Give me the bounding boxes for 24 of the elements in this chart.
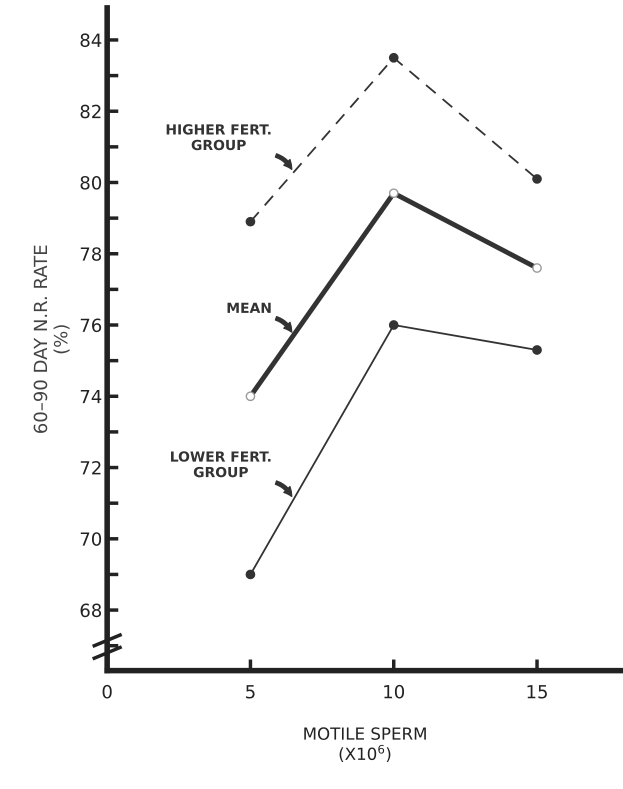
y-axis-title: 60–90 DAY N.R. RATE (%): [34, 245, 70, 433]
point: [246, 570, 256, 580]
point: [388, 52, 399, 63]
y-tick-label: 84: [80, 33, 102, 48]
y-tick-label: 80: [80, 176, 102, 190]
point: [388, 320, 399, 330]
y-tick-label: 72: [80, 461, 100, 474]
x-tick-label: 15: [528, 685, 547, 699]
x-tick-label: 5: [246, 685, 255, 699]
x-tick-label: 10: [384, 684, 404, 699]
text: LOWER FERT. GROUP: [171, 451, 271, 478]
text: MEAN: [228, 302, 271, 313]
x-tick-label: 0: [102, 684, 112, 699]
y-tick-label: 68: [80, 604, 102, 618]
y-tick-label: 74: [80, 390, 102, 404]
y-tick-label: 70: [80, 532, 102, 546]
point: [246, 216, 256, 227]
y-tick-label: 78: [80, 247, 102, 261]
y-tick-label: 82: [80, 104, 100, 118]
text: HIGHER FERT. GROUP: [166, 124, 271, 150]
y-tick-label: 76: [80, 318, 102, 332]
point: [532, 174, 542, 184]
point: [532, 345, 542, 355]
x-axis-title: MOTILE SPERM (X10$^{6}$): [304, 727, 426, 762]
